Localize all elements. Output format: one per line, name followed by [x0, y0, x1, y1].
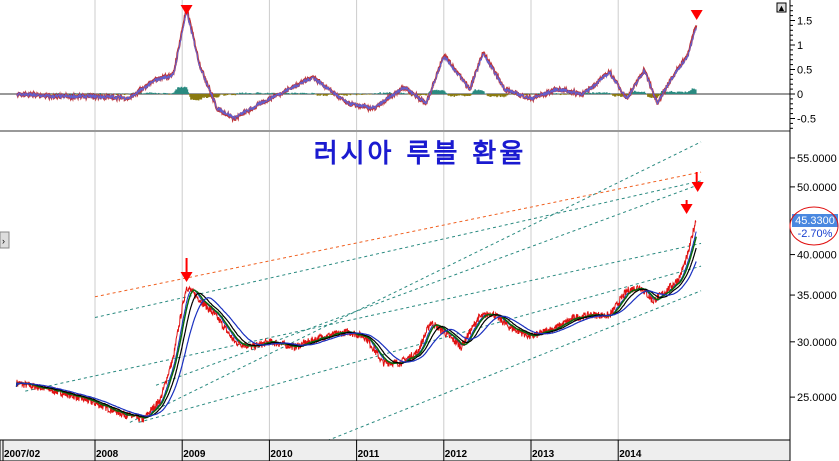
y-tick-label: 0.5	[797, 65, 812, 77]
down-arrow-icon	[180, 5, 193, 15]
y-tick-label: 0	[797, 89, 803, 101]
grid	[94, 0, 619, 440]
y-tick-label: 1	[797, 40, 803, 52]
trendline	[155, 183, 702, 386]
down-arrow-icon	[180, 272, 193, 282]
trendline	[94, 171, 702, 298]
up-arrow-icon: ▲	[777, 3, 786, 13]
oscillator-panel	[0, 5, 790, 124]
ma-long-blue-line	[15, 261, 697, 417]
down-arrow-icon	[691, 182, 704, 192]
x-tick-label: 2007/02	[4, 449, 41, 460]
last-value-badge	[792, 214, 838, 227]
y-tick-label: 25.0000	[797, 392, 837, 404]
y-tick-label: 40.0000	[797, 250, 837, 262]
x-axis	[0, 439, 791, 461]
trendline	[25, 242, 702, 392]
x-tick-label: 2012	[445, 449, 468, 460]
trendline	[138, 265, 702, 423]
x-tick-label: 2010	[270, 449, 293, 460]
x-tick-label: 2009	[183, 449, 206, 460]
y-tick-label: 35.0000	[797, 290, 837, 302]
x-axis-ticks: 2007/02 2008 2009 2010 2011 2012 2013 2014	[2, 440, 642, 461]
y-tick-label: 55.0000	[797, 153, 837, 165]
down-arrow-icon	[680, 204, 693, 214]
chart-title: 러시아 루블 환율	[314, 139, 527, 169]
y-tick-label: 50.0000	[797, 182, 837, 194]
oscillator-signal-line	[16, 10, 697, 121]
x-tick-label: 2014	[619, 449, 642, 460]
y-tick-label: 1.5	[797, 16, 812, 28]
x-tick-label: 2008	[96, 449, 119, 460]
x-tick-label: 2013	[532, 449, 555, 460]
last-value: 45.3300	[795, 215, 835, 227]
x-tick-label: 2011	[358, 449, 380, 460]
trendline	[129, 141, 702, 423]
highlight-circle	[789, 206, 839, 246]
chevron-right-icon: ›	[2, 236, 5, 246]
price-panel	[15, 141, 704, 444]
down-arrow-icon	[690, 10, 703, 20]
maximize-panel-button[interactable]	[776, 2, 787, 13]
y-axis: 1.5 1 0.5 0 -0.5 55.0000 50.0000 40.0000 35.0000…	[790, 5, 837, 404]
trendline	[321, 290, 702, 444]
y-tick-label: 30.0000	[797, 337, 837, 349]
y-tick-label: -0.5	[797, 114, 816, 126]
change-percent: -2.70%	[798, 228, 833, 240]
expand-side-button[interactable]	[0, 231, 10, 249]
